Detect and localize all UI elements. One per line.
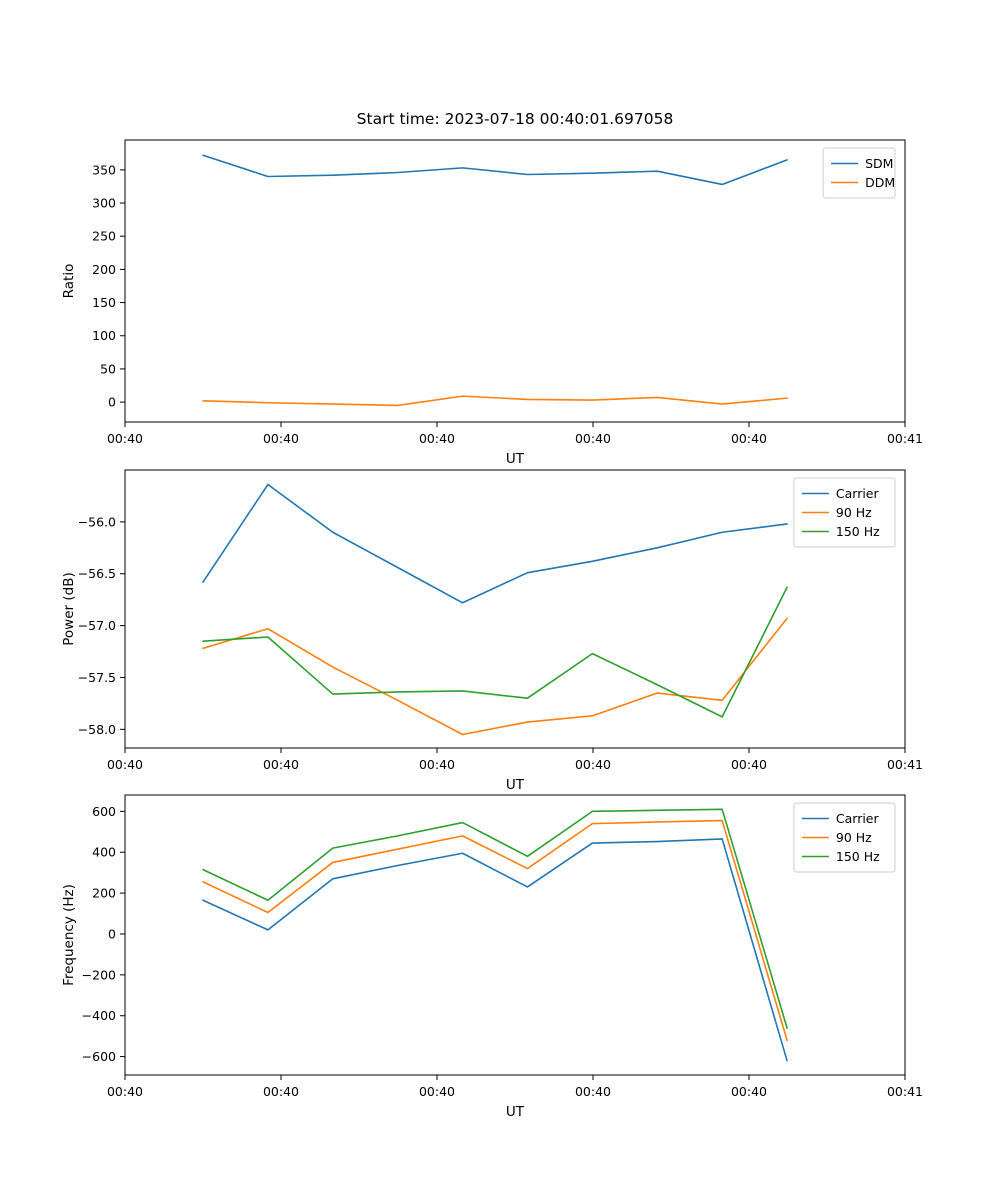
- x-axis: 00:40 00:40 00:40 00:40 00:40 00:41: [107, 1075, 923, 1099]
- series-line-carrier: [202, 838, 788, 1062]
- chart-text: 00:40: [419, 1084, 455, 1099]
- chart-text: −400: [82, 1008, 116, 1023]
- y-axis-label: Power (dB): [61, 572, 77, 645]
- legend-label: 90 Hz: [836, 830, 872, 845]
- chart-text: 00:41: [887, 431, 923, 446]
- axes-frame: [124, 139, 906, 423]
- chart-text: 00:40: [419, 431, 455, 446]
- chart-text: 00:40: [575, 1084, 611, 1099]
- series-line-150-hz: [202, 808, 788, 1029]
- series-line-90-hz: [202, 617, 788, 736]
- x-axis-label: UT: [506, 451, 525, 467]
- chart-text: 150: [92, 295, 116, 310]
- legend-label: Carrier: [836, 486, 880, 501]
- x-axis-label: UT: [506, 777, 525, 793]
- chart-text: −57.0: [78, 618, 116, 633]
- chart-text: 00:40: [263, 1084, 299, 1099]
- chart-text: −56.0: [78, 514, 116, 529]
- chart-text: −600: [82, 1049, 116, 1064]
- series-line-sdm: [202, 154, 788, 186]
- series-line-ddm: [202, 395, 788, 407]
- axes-frame: [124, 794, 906, 1076]
- chart-text: 00:40: [419, 757, 455, 772]
- chart-text: 00:40: [107, 757, 143, 772]
- chart-text: −56.5: [78, 566, 116, 581]
- chart-text: 00:40: [107, 431, 143, 446]
- legend: SDM DDM: [822, 147, 896, 199]
- legend: Carrier 90 Hz 150 Hz: [793, 477, 896, 548]
- chart-text: 250: [92, 229, 116, 244]
- chart-text: 00:40: [731, 757, 767, 772]
- chart-text: 100: [92, 328, 116, 343]
- chart-text: 400: [92, 845, 116, 860]
- y-axis-label: Ratio: [61, 264, 77, 299]
- chart-text: 00:41: [887, 757, 923, 772]
- legend-label: DDM: [865, 175, 895, 190]
- legend-label: Carrier: [836, 811, 880, 826]
- chart-text: −57.5: [78, 670, 116, 685]
- y-axis: −600 −400 −200 0 200 400 600: [82, 804, 125, 1064]
- chart-text: 0: [108, 395, 116, 410]
- chart-text: 600: [92, 804, 116, 819]
- chart-text: 200: [92, 886, 116, 901]
- chart-text: −58.0: [78, 722, 116, 737]
- chart-text: 00:40: [263, 757, 299, 772]
- axes-frame: [124, 469, 906, 749]
- y-axis: 0 50 100 150 200 250 300 350: [92, 162, 125, 410]
- legend-label: 90 Hz: [836, 505, 872, 520]
- legend-label: SDM: [865, 156, 893, 171]
- chart-text: 00:40: [107, 1084, 143, 1099]
- series-line-150-hz: [202, 586, 788, 718]
- chart-text: 00:40: [575, 757, 611, 772]
- chart-text: 00:40: [731, 1084, 767, 1099]
- chart-text: 00:40: [575, 431, 611, 446]
- chart-text: 00:40: [731, 431, 767, 446]
- y-axis: −58.0 −57.5 −57.0 −56.5 −56.0: [78, 514, 125, 737]
- chart-text: 00:41: [887, 1084, 923, 1099]
- series-line-90-hz: [202, 819, 788, 1042]
- legend-label: 150 Hz: [836, 849, 880, 864]
- x-axis-label: UT: [506, 1104, 525, 1120]
- legend-label: 150 Hz: [836, 524, 880, 539]
- chart-1: −58.0−57.5−57.0−56.5−56.000:40 00:40 00:40…: [61, 469, 923, 793]
- chart-text: 350: [92, 162, 116, 177]
- legend: Carrier 90 Hz 150 Hz: [793, 802, 896, 873]
- x-axis: 00:40 00:40 00:40 00:40 00:40 00:41: [107, 422, 923, 446]
- chart-text: 50: [100, 361, 116, 376]
- chart-text: 300: [92, 196, 116, 211]
- x-axis: 00:40 00:40 00:40 00:40 00:40 00:41: [107, 748, 923, 772]
- legend-box: [793, 802, 896, 873]
- series-line-carrier: [202, 483, 788, 604]
- y-axis-label: Frequency (Hz): [61, 884, 77, 986]
- legend-box: [793, 477, 896, 548]
- chart-text: 00:40: [263, 431, 299, 446]
- chart-text: 0: [108, 926, 116, 941]
- figure-title: Start time: 2023-07-18 00:40:01.697058: [356, 110, 674, 128]
- chart-text: 200: [92, 262, 116, 277]
- legend-box: [822, 147, 896, 199]
- chart-text: −200: [82, 967, 116, 982]
